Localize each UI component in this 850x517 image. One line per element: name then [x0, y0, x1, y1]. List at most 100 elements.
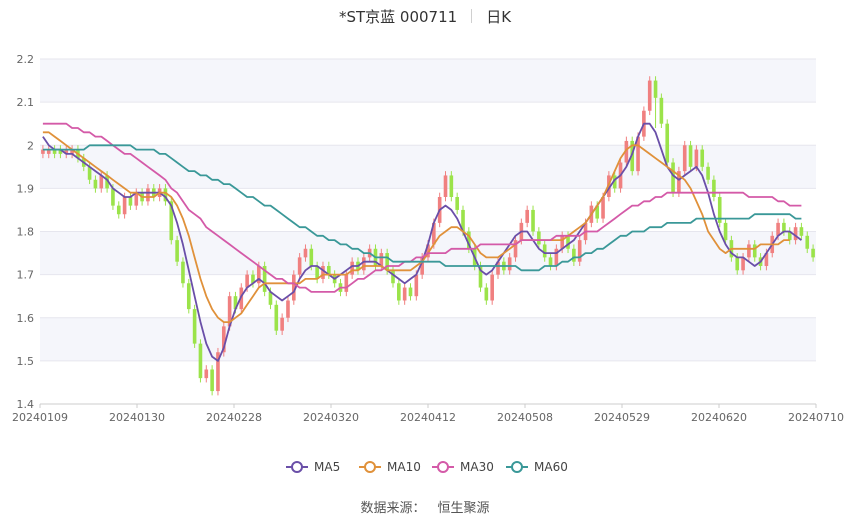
- candle-body: [227, 296, 232, 327]
- candle-body: [350, 261, 354, 275]
- candle: [362, 253, 366, 275]
- candle-body: [362, 257, 366, 271]
- candle-body: [93, 179, 98, 189]
- candle-body: [420, 257, 424, 275]
- candle-body: [572, 248, 576, 262]
- candle-body: [577, 240, 582, 262]
- candle-body: [537, 231, 541, 245]
- y-tick-label: 1.8: [17, 226, 35, 239]
- candle: [752, 240, 757, 262]
- candle: [397, 278, 401, 305]
- candle: [64, 145, 69, 159]
- candle-body: [122, 197, 127, 215]
- candle: [46, 145, 51, 159]
- candle-body: [467, 231, 471, 249]
- candle-body: [805, 235, 810, 249]
- candle-body: [455, 197, 459, 210]
- candle-body: [379, 253, 384, 266]
- candle-body: [41, 149, 45, 154]
- candle: [747, 240, 751, 262]
- candle: [297, 253, 302, 279]
- series-line-ma60: [42, 144, 802, 272]
- x-tick-label: 20240620: [691, 411, 747, 424]
- candle-body: [712, 179, 716, 197]
- legend-item-ma60: MA60: [506, 460, 568, 474]
- candle: [93, 175, 98, 193]
- candle: [181, 257, 185, 288]
- candle-body: [443, 175, 448, 197]
- y-tick-label: 2.1: [17, 96, 35, 109]
- data-source: 数据来源： 恒生聚源: [0, 497, 850, 516]
- candle: [134, 188, 139, 210]
- candle-body: [58, 149, 63, 154]
- y-tick-label: 1.7: [17, 269, 35, 282]
- candle-body: [799, 227, 804, 236]
- candle-body: [397, 283, 401, 301]
- candle: [525, 205, 529, 228]
- candle-body: [426, 244, 430, 258]
- candle-body: [677, 171, 681, 193]
- candle-body: [192, 309, 197, 344]
- candle: [402, 283, 407, 305]
- candle-body: [186, 283, 191, 310]
- candle: [723, 218, 728, 245]
- candle-body: [64, 149, 69, 154]
- candle-body: [700, 149, 705, 167]
- candle-body: [752, 244, 757, 258]
- candle: [455, 192, 459, 215]
- legend-item-ma30: MA30: [432, 460, 494, 474]
- candle-body: [461, 209, 465, 232]
- candle: [175, 235, 179, 266]
- candle-body: [251, 274, 255, 284]
- candle-body: [262, 266, 267, 292]
- x-tick-label: 20240109: [12, 411, 68, 424]
- x-tick-label: 20240529: [594, 411, 650, 424]
- candle: [321, 261, 325, 284]
- candle-body: [52, 149, 57, 154]
- candle: [52, 145, 57, 159]
- candle: [221, 322, 226, 357]
- candle-body: [484, 287, 489, 301]
- candle-body: [636, 136, 640, 172]
- candle-body: [315, 266, 319, 279]
- legend-marker: [437, 461, 449, 473]
- legend-marker: [511, 461, 523, 473]
- candle: [787, 227, 792, 245]
- candle: [799, 222, 804, 241]
- candle-body: [548, 257, 553, 266]
- candle-body: [87, 166, 92, 180]
- legend-label: MA60: [534, 460, 568, 474]
- candle-body: [198, 343, 203, 379]
- candle-body: [566, 235, 570, 249]
- candle-body: [105, 175, 109, 189]
- source-label: 数据来源：: [360, 501, 426, 516]
- candle-body: [665, 123, 670, 163]
- candle-body: [216, 352, 220, 392]
- candle-body: [111, 188, 115, 206]
- candle: [327, 261, 331, 279]
- candle: [612, 171, 617, 193]
- candle-body: [764, 253, 769, 266]
- candle-body: [694, 149, 699, 167]
- candle-body: [560, 235, 565, 249]
- candle-body: [612, 175, 617, 189]
- candle: [262, 261, 267, 297]
- candle-body: [116, 205, 121, 215]
- candle: [624, 136, 629, 167]
- candle: [350, 257, 354, 279]
- candle-body: [595, 205, 600, 219]
- candle: [636, 132, 640, 176]
- candle-body: [99, 175, 104, 189]
- candle: [531, 205, 535, 236]
- candle: [671, 158, 675, 197]
- candle: [811, 244, 815, 262]
- candle: [647, 76, 652, 116]
- candle-body: [735, 257, 740, 271]
- candle: [280, 313, 284, 335]
- candle-body: [233, 296, 238, 310]
- candle: [782, 218, 786, 236]
- candle: [717, 192, 722, 228]
- candle: [408, 283, 413, 301]
- candle-body: [309, 248, 314, 266]
